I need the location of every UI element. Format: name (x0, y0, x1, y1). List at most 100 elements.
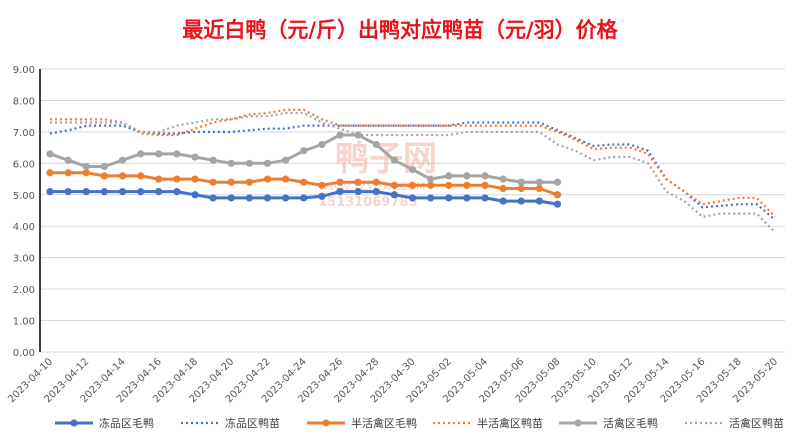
data-point (499, 197, 507, 205)
data-point (499, 175, 507, 183)
data-point (227, 159, 235, 167)
y-tick-label: 2.00 (13, 285, 35, 296)
y-tick-label: 7.00 (13, 128, 35, 139)
legend-label: 活禽区鸭苗 (729, 416, 784, 430)
data-point (191, 153, 199, 161)
data-point (100, 188, 108, 196)
data-point (263, 175, 272, 183)
y-tick-label: 0.00 (13, 348, 35, 359)
data-point (318, 192, 326, 200)
data-point (227, 178, 235, 186)
data-point (336, 188, 344, 196)
data-point (300, 194, 308, 202)
data-point (137, 172, 145, 180)
data-point (245, 178, 253, 186)
data-point (408, 194, 417, 202)
data-point (354, 188, 362, 196)
data-point (282, 156, 290, 164)
series-line-5 (50, 111, 776, 234)
data-point (318, 140, 326, 149)
data-point (354, 178, 362, 186)
data-point (390, 181, 398, 189)
data-point (499, 184, 507, 193)
data-point (517, 197, 525, 205)
legend-label: 半活禽区鸭苗 (477, 416, 543, 430)
y-tick-label: 8.00 (13, 96, 35, 107)
data-point (390, 191, 398, 199)
data-point (82, 188, 90, 196)
data-point (318, 181, 326, 189)
data-point (463, 194, 471, 202)
data-point (118, 172, 127, 180)
watermark-phone: 15131069785 (318, 195, 418, 210)
data-point (300, 147, 308, 155)
data-point (64, 188, 72, 196)
data-point (82, 169, 90, 177)
data-point (227, 194, 235, 202)
data-point (517, 178, 525, 186)
data-point (173, 150, 181, 158)
data-point (445, 181, 453, 189)
data-point (517, 184, 525, 193)
data-point (445, 194, 453, 202)
y-tick-label: 3.00 (13, 254, 35, 265)
data-point (372, 140, 380, 149)
data-point (191, 191, 199, 199)
y-tick-label: 6.00 (13, 159, 35, 170)
data-point (463, 181, 471, 189)
data-point (263, 194, 272, 202)
data-point (336, 178, 344, 186)
legend-marker (322, 419, 330, 427)
data-point (82, 162, 90, 171)
data-point (155, 188, 163, 196)
data-point (282, 194, 290, 202)
data-point (173, 188, 181, 196)
y-tick-label: 9.00 (13, 65, 35, 76)
data-point (118, 188, 127, 196)
legend-marker (574, 419, 582, 427)
data-point (46, 150, 54, 158)
data-point (46, 169, 54, 177)
data-point (137, 188, 145, 196)
data-point (191, 175, 199, 183)
data-point (445, 172, 453, 180)
data-point (209, 156, 217, 164)
data-point (427, 181, 435, 189)
data-point (372, 178, 380, 186)
legend-label: 活禽区毛鸭 (603, 416, 658, 430)
data-point (173, 175, 181, 183)
legend-label: 半活禽区毛鸭 (351, 416, 417, 430)
data-point (481, 194, 489, 202)
legend-label: 冻品区鸭苗 (225, 416, 280, 430)
data-point (300, 178, 308, 186)
legend-marker (70, 419, 78, 427)
data-point (64, 156, 72, 164)
data-point (553, 200, 562, 208)
data-point (481, 172, 489, 180)
data-point (372, 188, 380, 196)
data-point (481, 181, 489, 189)
data-point (46, 188, 54, 196)
data-point (427, 175, 435, 183)
y-tick-label: 5.00 (13, 191, 35, 202)
data-point (100, 162, 108, 171)
data-point (209, 178, 217, 186)
y-tick-label: 4.00 (13, 222, 35, 233)
data-point (245, 159, 253, 167)
data-point (282, 175, 290, 183)
data-point (155, 150, 163, 158)
data-point (427, 194, 435, 202)
data-point (245, 194, 253, 202)
data-point (64, 169, 72, 177)
data-point (137, 150, 145, 158)
data-point (408, 166, 417, 174)
data-point (100, 172, 108, 180)
data-point (336, 131, 344, 139)
legend-label: 冻品区毛鸭 (99, 416, 154, 430)
data-point (118, 156, 127, 164)
data-point (390, 156, 398, 164)
data-point (535, 178, 543, 186)
data-point (463, 172, 471, 180)
